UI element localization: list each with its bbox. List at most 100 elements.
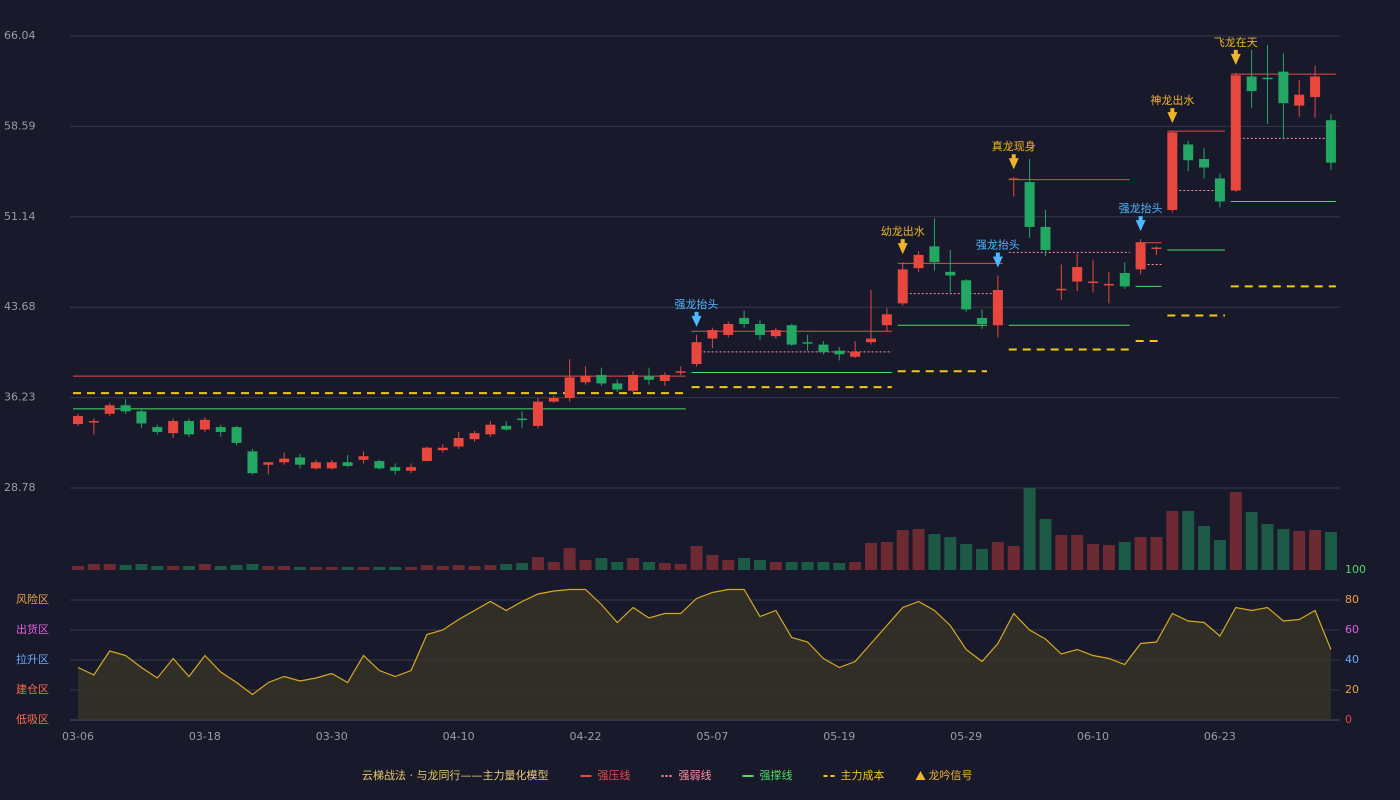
signal-arrow [1135, 216, 1146, 232]
candle-body [120, 405, 131, 412]
volume-bar [1182, 511, 1195, 570]
volume-bar [246, 564, 259, 570]
candle-body [929, 246, 940, 263]
volume-bar [294, 567, 307, 570]
volume-bar [880, 542, 893, 570]
volume-bar [1134, 537, 1147, 570]
y2-tick-label: 100 [1345, 563, 1366, 576]
y2-tick-label: 0 [1345, 713, 1352, 726]
legend-label: 强弱线 [679, 768, 712, 782]
candle-body [152, 427, 163, 432]
candle-body [1230, 75, 1241, 191]
volume-bar [500, 564, 513, 570]
volume-bar [135, 564, 148, 570]
volume-bar [103, 564, 116, 570]
candle-body [564, 377, 575, 398]
volume-bar [357, 567, 370, 570]
x-tick-label: 06-23 [1204, 730, 1236, 743]
candle-body [1310, 76, 1321, 98]
volume-bar [1293, 531, 1306, 570]
volume-bar [849, 562, 862, 570]
candle-body [136, 411, 147, 424]
x-tick-label: 05-07 [696, 730, 728, 743]
candle-body [501, 425, 512, 430]
candle-body [1214, 178, 1225, 202]
candle-body [754, 323, 765, 335]
volume-bar [436, 566, 449, 570]
volume-bar [516, 563, 529, 570]
candle-body [421, 447, 432, 462]
candle-body [247, 451, 258, 474]
x-tick-label: 03-30 [316, 730, 348, 743]
candle-body [866, 338, 876, 343]
candle-body [1008, 178, 1019, 180]
legend-label: 强压线 [598, 768, 631, 782]
legend-label: 主力成本 [841, 768, 885, 782]
x-tick-label: 03-18 [189, 730, 221, 743]
volume-bar [912, 529, 925, 570]
signal-label: 强龙抬头 [1119, 201, 1163, 215]
candle-body [1246, 76, 1257, 92]
volume-bar [531, 557, 544, 570]
signal-label: 强龙抬头 [976, 237, 1020, 251]
candle-body [469, 433, 480, 440]
x-tick-label: 04-10 [443, 730, 475, 743]
candle-body [977, 317, 988, 324]
volume-bar [595, 558, 608, 570]
line [77, 588, 1332, 696]
volume-bar [960, 544, 973, 570]
volume-bar [87, 564, 100, 570]
y-tick-label: 51.14 [4, 210, 36, 223]
volume-bar [1071, 535, 1084, 570]
volume-bar [119, 565, 132, 570]
candle-body [1119, 273, 1130, 287]
volume-bar [183, 566, 196, 570]
signal-label: 神龙出水 [1150, 93, 1194, 107]
volume-bar [484, 565, 497, 570]
candle-body [199, 419, 210, 430]
candle-body [88, 421, 99, 423]
candle-body [834, 350, 845, 355]
candle-body [580, 376, 591, 383]
signal-label: 强龙抬头 [675, 297, 719, 311]
legend-label: 强撑线 [760, 768, 793, 782]
zone-label: 拉升区 [16, 652, 49, 666]
signal-arrow [691, 311, 702, 327]
candle-body [961, 280, 972, 310]
signal-arrow [897, 239, 908, 255]
x-tick-label: 05-29 [950, 730, 982, 743]
zone-label: 出货区 [16, 622, 49, 636]
candle-body [168, 421, 179, 434]
volume-bar [738, 558, 751, 570]
volume-bar [991, 542, 1004, 570]
volume-bar [309, 567, 322, 570]
y-tick-label: 58.59 [4, 119, 36, 132]
volume-bar [452, 565, 465, 570]
volume-bar [405, 567, 418, 570]
volume-bar [865, 543, 877, 570]
zone-label: 建仓区 [16, 682, 49, 696]
volume-bar [611, 562, 624, 570]
y2-tick-label: 60 [1345, 623, 1359, 636]
volume-bar [769, 562, 782, 570]
legend-swatch [915, 771, 926, 780]
volume-bar [642, 562, 655, 570]
zone-label: 风险区 [16, 592, 49, 606]
candle-body [279, 458, 290, 463]
volume-bar [1324, 532, 1337, 570]
candle-body [1325, 120, 1336, 163]
volume-bar [1150, 537, 1163, 570]
candle-body [707, 330, 718, 339]
candle-body [1294, 94, 1305, 106]
volume-bar [579, 560, 592, 570]
volume-bar [1166, 511, 1179, 570]
volume-bar [722, 560, 735, 570]
signal-label: 飞龙在天 [1214, 36, 1258, 49]
candle-body [723, 323, 734, 335]
candle-body [1183, 144, 1194, 161]
signal-arrow [992, 252, 1003, 268]
volume-bar [468, 566, 481, 570]
candle-body [770, 330, 781, 337]
volume-bar [801, 562, 814, 570]
volume-bar [1198, 526, 1211, 570]
